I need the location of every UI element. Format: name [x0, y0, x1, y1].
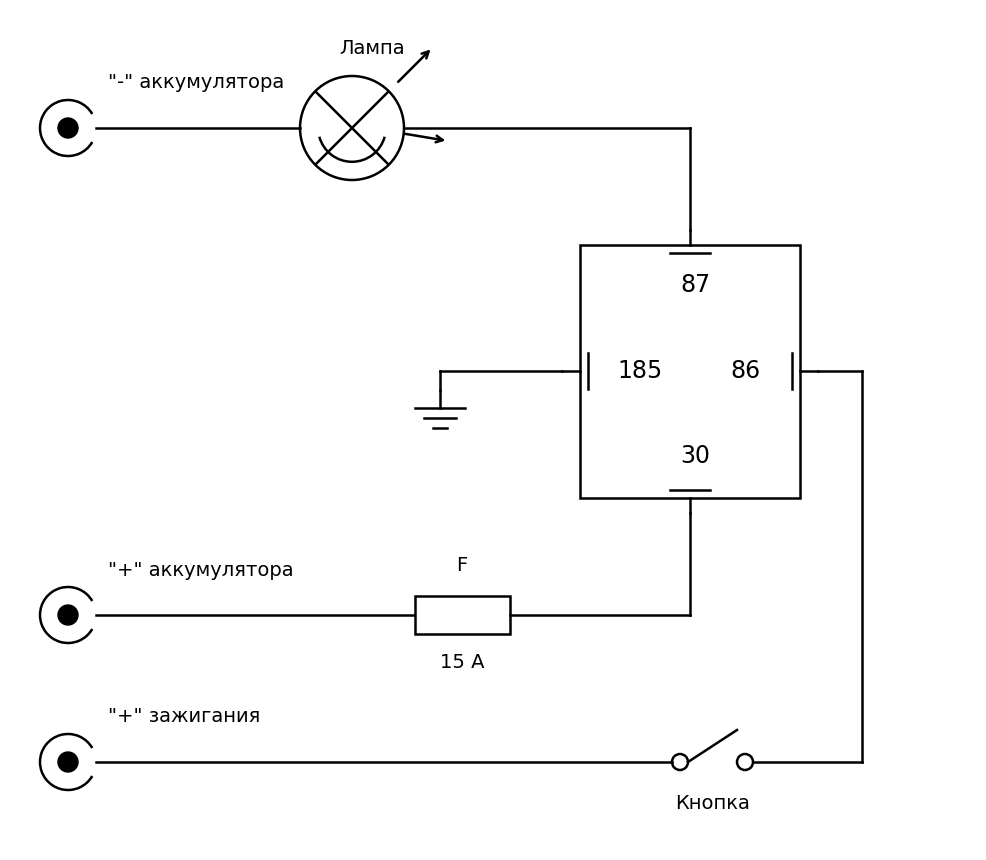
Text: "+" зажигания: "+" зажигания — [108, 708, 260, 727]
Text: F: F — [457, 556, 467, 575]
Text: 15 А: 15 А — [440, 653, 484, 672]
Text: "+" аккумулятора: "+" аккумулятора — [108, 561, 294, 580]
Circle shape — [58, 605, 78, 625]
Circle shape — [58, 118, 78, 138]
Text: "-" аккумулятора: "-" аккумулятора — [108, 73, 284, 93]
Text: Лампа: Лампа — [339, 39, 405, 58]
Bar — [580, 245, 800, 498]
Text: 86: 86 — [730, 359, 760, 383]
Text: Кнопка: Кнопка — [675, 794, 750, 813]
Text: 185: 185 — [617, 359, 663, 383]
Text: 30: 30 — [680, 444, 710, 468]
Circle shape — [58, 752, 78, 772]
Text: 87: 87 — [680, 273, 710, 297]
Bar — [414, 596, 510, 634]
